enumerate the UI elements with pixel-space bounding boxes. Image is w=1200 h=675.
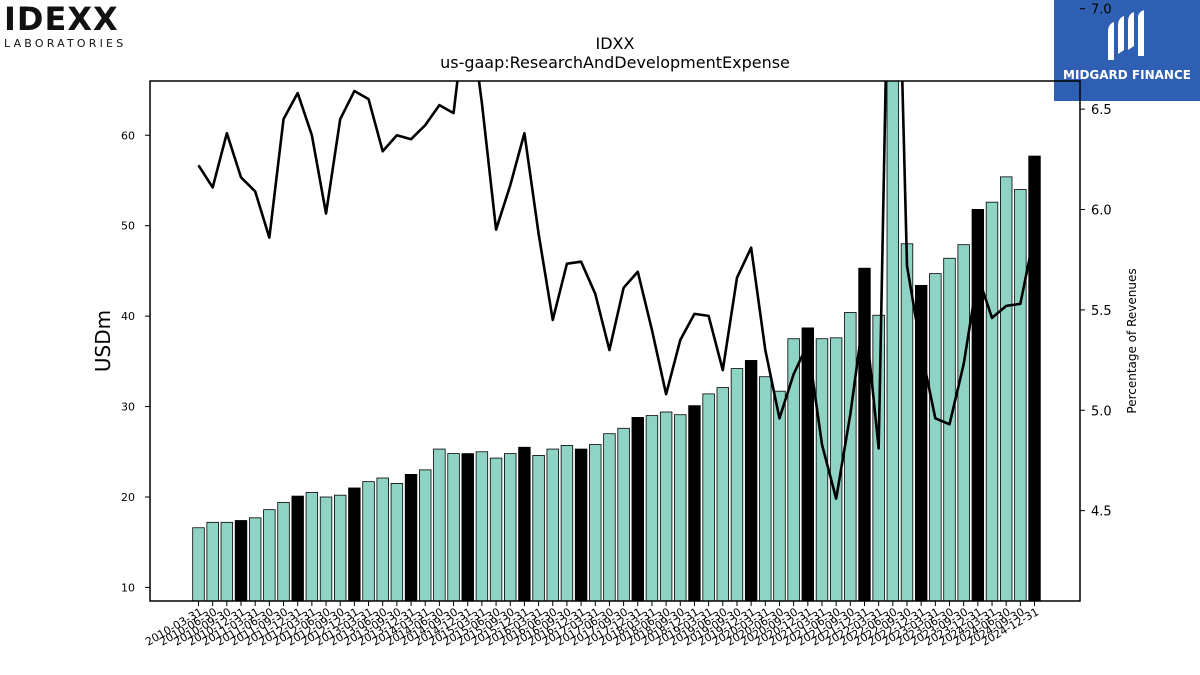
y2-axis-label: Percentage of Revenues	[1125, 268, 1139, 413]
bar-2013-03-31	[362, 481, 375, 601]
bar-2023-06-30	[943, 257, 956, 601]
bar-2024-09-30	[1014, 189, 1027, 601]
bar-2024-06-30	[999, 176, 1013, 601]
bar-2021-09-30	[844, 312, 857, 601]
y-tick-label: 50	[121, 220, 135, 233]
bar-2015-03-31	[475, 451, 489, 601]
bar-2017-12-31	[631, 417, 644, 601]
y2-tick-label: 5.5	[1091, 304, 1112, 319]
bar-2019-12-31	[744, 360, 758, 601]
y-tick-label: 20	[121, 491, 135, 504]
bar-2022-06-30	[886, 81, 900, 601]
y-tick-label: 10	[121, 581, 135, 594]
bar-2017-06-30	[603, 433, 616, 601]
bar-2023-09-30	[957, 244, 970, 601]
bar-2013-06-30	[376, 477, 389, 601]
y2-tick-label: 6.5	[1091, 103, 1112, 118]
chart-subtitle: us-gaap:ResearchAndDevelopmentExpense	[440, 53, 790, 72]
bar-2015-12-31	[518, 446, 531, 601]
bar-2019-06-30	[716, 387, 729, 601]
bar-2012-12-31	[348, 487, 361, 601]
bar-2018-12-31	[688, 405, 701, 601]
bar-2016-12-31	[574, 448, 588, 601]
bar-2011-06-30	[263, 509, 276, 601]
bar-2010-06-30	[206, 521, 219, 601]
bar-2024-12-31	[1028, 155, 1041, 601]
revenue-percentage-line	[197, 81, 1036, 500]
midgard-finance-name: MIDGARD FINANCE	[1063, 68, 1191, 82]
bar-2014-12-31	[461, 453, 474, 601]
bar-2021-03-31	[815, 338, 829, 601]
bar-2016-09-30	[560, 445, 574, 601]
bar-2022-12-31	[914, 284, 928, 601]
y-tick-label: 30	[121, 401, 135, 414]
bar-2018-09-30	[674, 414, 687, 601]
bar-2012-09-30	[333, 494, 347, 601]
idexx-logo: IDEXX LABORATORIES	[4, 0, 154, 50]
bar-2015-06-30	[489, 457, 503, 601]
y2-tick-label: 4.5	[1091, 505, 1112, 520]
bar-2014-09-30	[447, 453, 460, 601]
idexx-logo-wordmark: IDEXX	[4, 0, 119, 38]
bar-2020-03-31	[759, 376, 772, 601]
bar-2013-09-30	[390, 483, 404, 601]
midgard-m-icon	[1108, 10, 1144, 60]
bar-2020-09-30	[787, 338, 800, 601]
plot-frame	[149, 80, 1081, 602]
bar-2022-03-31	[872, 314, 885, 601]
bar-2023-12-31	[971, 209, 985, 601]
bar-2021-12-31	[858, 267, 871, 601]
bar-2019-09-30	[730, 368, 744, 601]
bar-2012-06-30	[319, 496, 333, 601]
y2-tick-label: 5.0	[1091, 404, 1112, 419]
bar-2016-03-31	[532, 454, 545, 601]
bar-2010-09-30	[220, 521, 234, 601]
bar-2018-06-30	[659, 411, 673, 601]
bar-2017-09-30	[617, 427, 630, 601]
bar-2011-09-30	[277, 502, 290, 601]
bar-2024-03-31	[985, 201, 999, 601]
bar-2020-12-31	[801, 327, 815, 601]
bar-2013-12-31	[404, 473, 418, 601]
bar-2016-06-30	[546, 448, 559, 601]
y-tick-label: 40	[121, 310, 135, 323]
y-tick-label: 60	[121, 129, 135, 142]
bar-2014-06-30	[433, 448, 446, 601]
bar-2023-03-31	[929, 273, 942, 601]
midgard-finance-logo: MIDGARD FINANCE	[1054, 0, 1200, 101]
bar-2010-12-31	[234, 520, 248, 601]
chart-title: IDXX	[596, 34, 635, 53]
bar-2012-03-31	[305, 492, 319, 601]
bar-2017-03-31	[589, 444, 602, 601]
bar-2019-03-31	[702, 393, 715, 601]
idexx-logo-subtitle: LABORATORIES	[4, 37, 127, 50]
y2-tick-label: 7.0	[1091, 3, 1112, 18]
y2-tick-label: 6.0	[1091, 203, 1112, 218]
bar-2010-03-31	[192, 527, 205, 601]
bar-2018-03-31	[645, 415, 659, 601]
bar-2014-03-31	[419, 469, 432, 601]
bar-2011-03-31	[248, 517, 262, 601]
bar-2020-06-30	[773, 390, 786, 601]
y-axis-label: USDm	[91, 310, 115, 372]
bar-2015-09-30	[504, 453, 517, 601]
bar-2011-12-31	[291, 495, 304, 601]
